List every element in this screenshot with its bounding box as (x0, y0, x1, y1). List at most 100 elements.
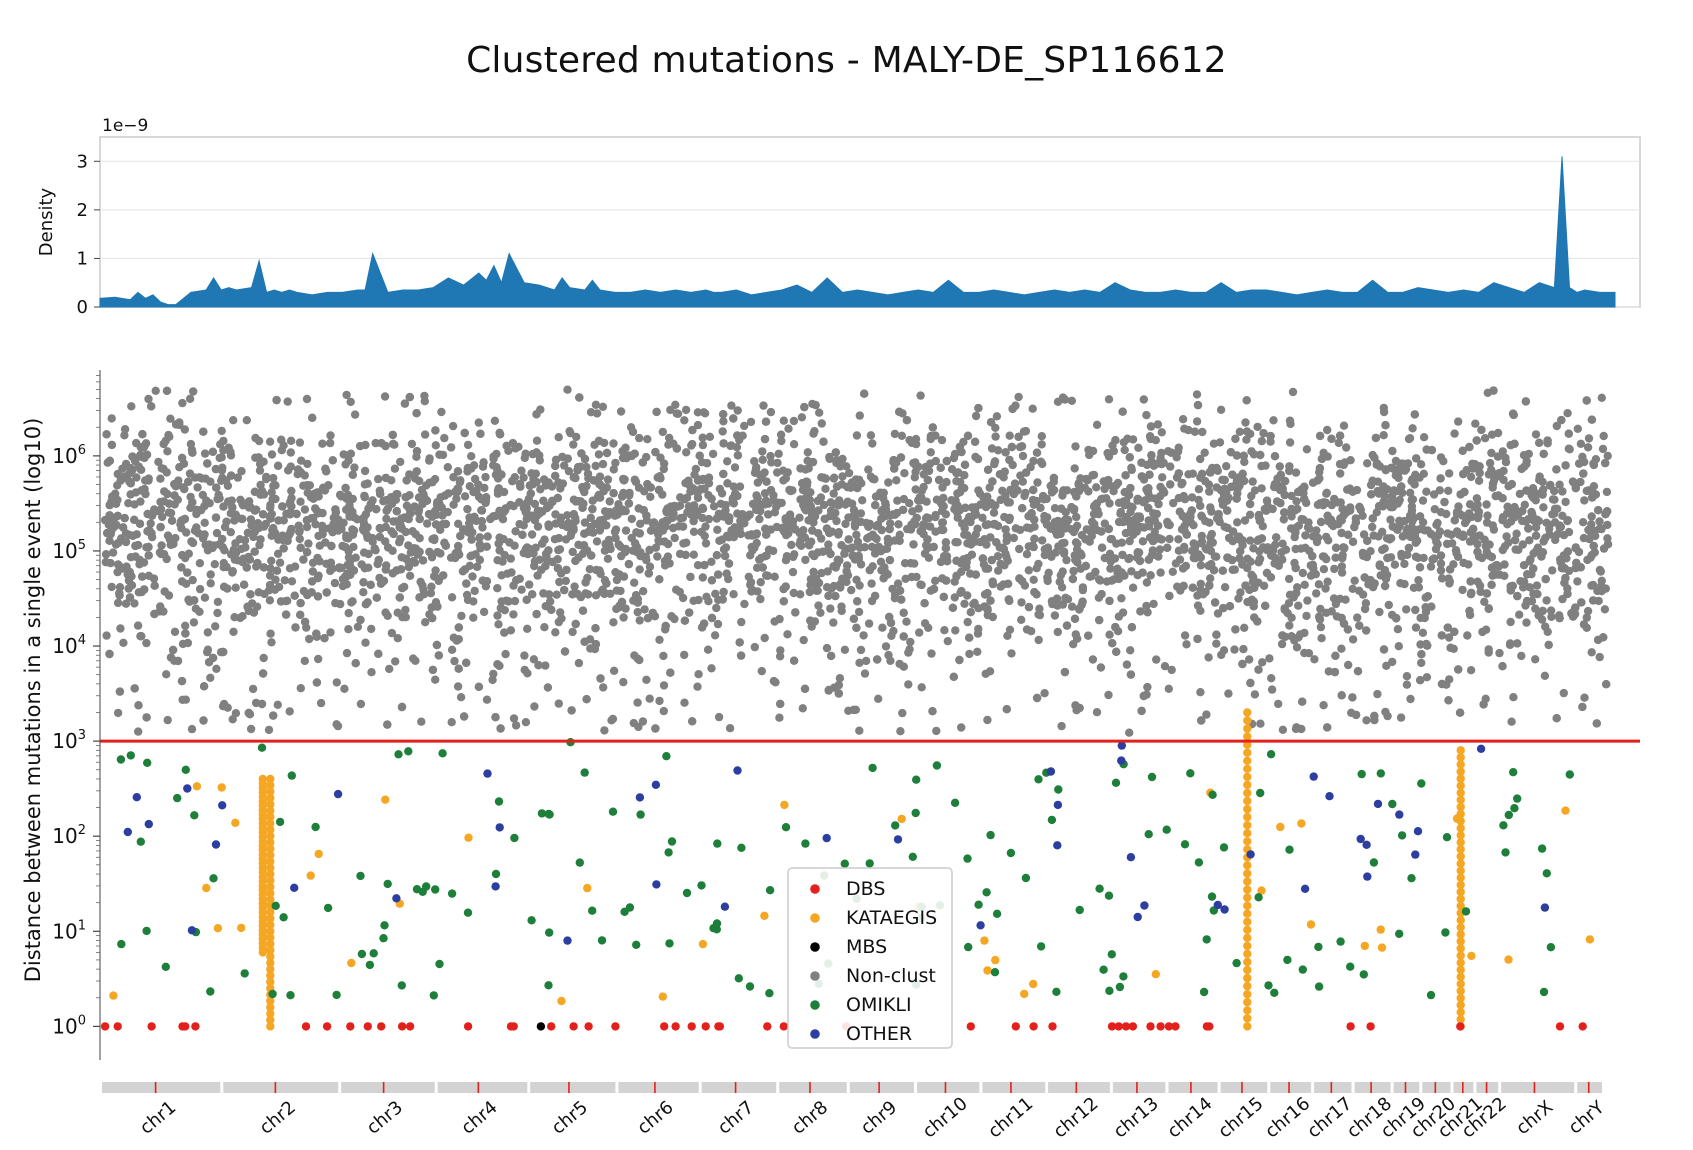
nonclust-point (1003, 631, 1012, 640)
nonclust-point (208, 447, 218, 456)
nonclust-point (1535, 438, 1544, 447)
nonclust-point (809, 429, 818, 438)
nonclust-point (680, 616, 690, 625)
nonclust-point (595, 479, 604, 489)
nonclust-point (800, 402, 809, 412)
nonclust-point (150, 581, 159, 590)
nonclust-point (275, 558, 285, 567)
nonclust-point (134, 727, 143, 736)
nonclust-point (506, 626, 516, 635)
nonclust-point (1258, 658, 1267, 667)
nonclust-point (203, 459, 212, 468)
nonclust-point (684, 476, 693, 485)
nonclust-point (1483, 511, 1492, 520)
nonclust-point (1180, 631, 1190, 640)
nonclust-point (643, 435, 652, 444)
nonclust-point (245, 497, 254, 506)
nonclust-point (1238, 659, 1247, 669)
nonclust-point (563, 385, 572, 394)
nonclust-point (1408, 495, 1418, 504)
nonclust-point (910, 520, 920, 529)
nonclust-point (1362, 716, 1371, 725)
nonclust-point (921, 514, 931, 523)
nonclust-point (812, 586, 821, 595)
nonclust-point (326, 431, 335, 440)
nonclust-point (598, 402, 608, 411)
nonclust-point (1589, 541, 1598, 551)
nonclust-point (1445, 579, 1454, 588)
nonclust-point (476, 429, 485, 438)
nonclust-point (1106, 564, 1115, 573)
nonclust-point (454, 623, 463, 632)
nonclust-point (1563, 409, 1572, 418)
nonclust-point (854, 607, 864, 617)
nonclust-point (635, 565, 644, 574)
nonclust-point (813, 496, 822, 506)
nonclust-point (1294, 601, 1303, 610)
nonclust-point (906, 559, 915, 568)
nonclust-point (470, 586, 479, 596)
nonclust-point (1363, 536, 1372, 545)
nonclust-point (1532, 489, 1542, 498)
nonclust-point (581, 578, 590, 587)
nonclust-point (342, 648, 352, 658)
nonclust-point (1472, 494, 1482, 503)
nonclust-point (1368, 476, 1377, 485)
nonclust-point (1414, 576, 1423, 585)
nonclust-point (158, 512, 167, 522)
nonclust-point (193, 483, 202, 492)
nonclust-point (183, 568, 192, 577)
nonclust-point (1158, 486, 1168, 495)
nonclust-point (376, 489, 385, 499)
nonclust-point (1488, 521, 1498, 530)
nonclust-point (1337, 528, 1346, 538)
nonclust-point (259, 522, 269, 531)
nonclust-point (262, 474, 271, 484)
nonclust-point (1265, 654, 1274, 663)
nonclust-point (635, 529, 644, 538)
nonclust-point (359, 578, 368, 587)
nonclust-point (361, 600, 371, 609)
nonclust-point (462, 658, 471, 667)
nonclust-point (1052, 594, 1062, 603)
nonclust-point (1214, 509, 1223, 519)
nonclust-point (963, 617, 972, 627)
nonclust-point (310, 489, 319, 499)
nonclust-point (698, 440, 708, 450)
nonclust-point (595, 472, 605, 481)
nonclust-point (788, 552, 798, 562)
nonclust-point (425, 547, 434, 557)
nonclust-point (952, 572, 961, 581)
nonclust-point (1550, 504, 1560, 514)
nonclust-point (1094, 509, 1103, 519)
nonclust-point (1400, 466, 1410, 475)
nonclust-point (428, 477, 437, 487)
nonclust-point (530, 499, 540, 509)
nonclust-point (1152, 655, 1161, 664)
nonclust-point (676, 493, 685, 502)
nonclust-point (941, 538, 951, 547)
nonclust-point (787, 540, 796, 550)
nonclust-point (646, 492, 655, 501)
nonclust-point (758, 447, 767, 456)
nonclust-point (1128, 583, 1138, 592)
nonclust-point (264, 725, 274, 735)
nonclust-point (1337, 562, 1347, 571)
nonclust-point (746, 578, 756, 587)
nonclust-point (776, 430, 786, 439)
nonclust-point (1458, 585, 1467, 595)
nonclust-point (517, 466, 526, 475)
nonclust-point (215, 494, 224, 503)
density-frame (99, 136, 1641, 308)
nonclust-point (1458, 446, 1467, 455)
nonclust-point (372, 593, 381, 602)
nonclust-point (1053, 627, 1063, 637)
nonclust-point (1582, 613, 1592, 622)
nonclust-point (865, 519, 874, 529)
nonclust-point (1055, 577, 1065, 586)
nonclust-point (1531, 604, 1540, 613)
nonclust-point (630, 578, 639, 587)
nonclust-point (229, 627, 238, 636)
nonclust-point (693, 420, 703, 430)
nonclust-point (1050, 611, 1060, 620)
